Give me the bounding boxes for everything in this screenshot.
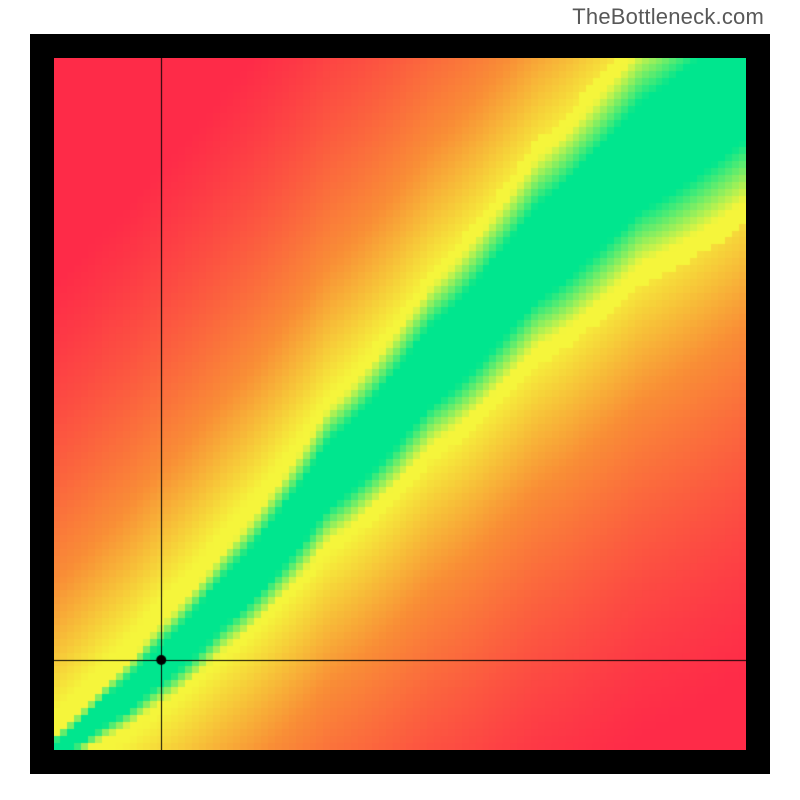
crosshair-overlay bbox=[54, 58, 746, 750]
watermark-text: TheBottleneck.com bbox=[572, 4, 764, 30]
chart-container: TheBottleneck.com bbox=[0, 0, 800, 800]
